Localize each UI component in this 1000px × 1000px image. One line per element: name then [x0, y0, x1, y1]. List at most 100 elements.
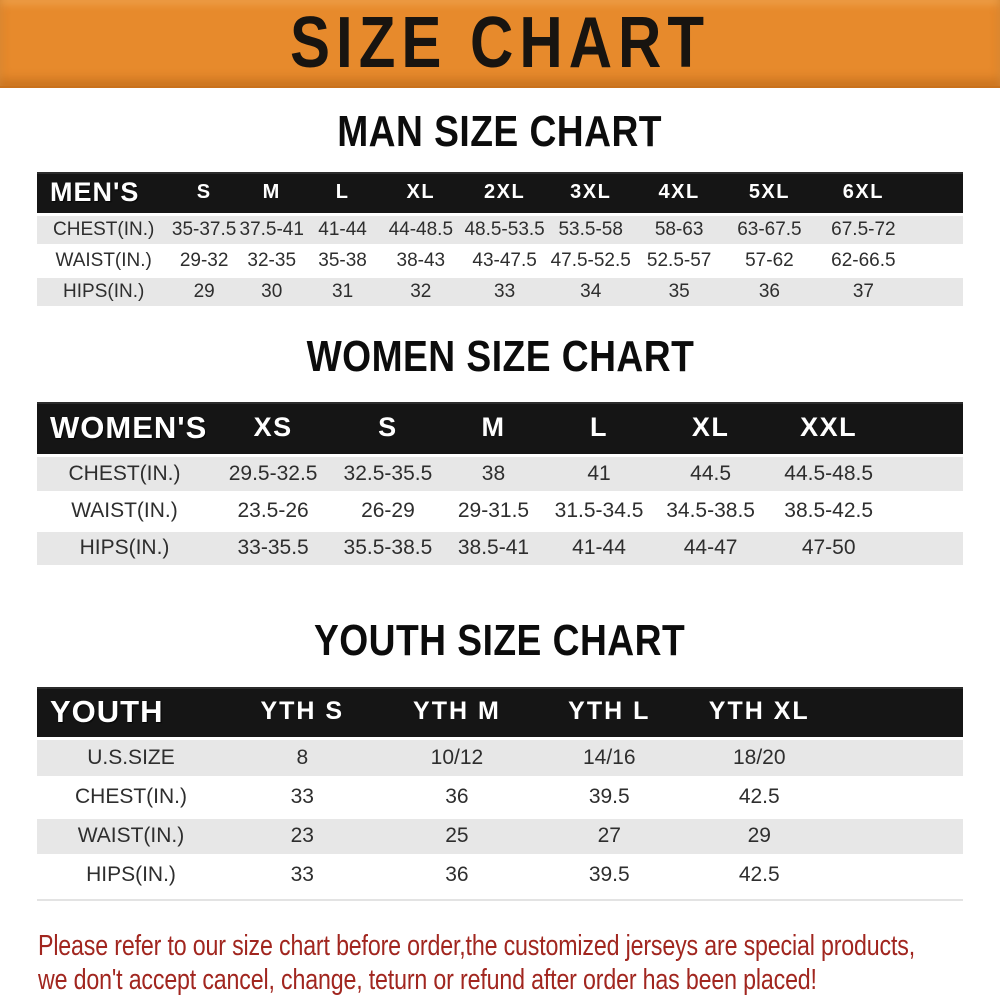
- women-cell: 33-35.5: [212, 529, 335, 569]
- youth-cell: 33: [224, 855, 380, 897]
- youth-row-label: CHEST(IN.): [37, 777, 225, 819]
- youth-header-spacer: [834, 686, 963, 740]
- men-cell: 35-37.5: [170, 214, 238, 247]
- men-row-label: HIPS(IN.): [37, 276, 171, 309]
- men-cell: 35: [634, 276, 725, 309]
- youth-table-row: HIPS(IN.) 33 36 39.5 42.5: [37, 855, 963, 897]
- men-cell: 29: [170, 276, 238, 309]
- men-cell: 32: [379, 276, 463, 309]
- men-row-label: WAIST(IN.): [37, 245, 171, 278]
- youth-size-column: YTH L: [534, 686, 685, 740]
- youth-table-row: WAIST(IN.) 23 25 27 29: [37, 816, 963, 858]
- youth-size-table: YOUTH YTH S YTH M YTH L YTH XL U.S.SIZE 8 10/1…: [37, 686, 963, 897]
- youth-row-label: WAIST(IN.): [37, 816, 225, 858]
- men-cell: 38-43: [379, 245, 463, 278]
- women-cell: 35.5-38.5: [334, 529, 442, 569]
- men-row-label: CHEST(IN.): [37, 214, 171, 247]
- men-cell: 62-66.5: [814, 245, 912, 278]
- youth-header-row: YOUTH YTH S YTH M YTH L YTH XL: [37, 686, 963, 740]
- men-size-column: M: [237, 172, 306, 216]
- men-cell: 37: [814, 276, 912, 309]
- men-header-spacer: [912, 172, 963, 216]
- men-size-column: 4XL: [634, 172, 725, 216]
- youth-table-row: CHEST(IN.) 33 36 39.5 42.5: [37, 777, 963, 819]
- women-section-title-text: WOMEN SIZE CHART: [306, 332, 694, 381]
- women-cell: 29-31.5: [441, 492, 546, 532]
- women-row-label: CHEST(IN.): [37, 455, 212, 495]
- men-cell: 29-32: [170, 245, 238, 278]
- youth-cell: 42.5: [684, 855, 835, 897]
- men-cell: 43-47.5: [462, 245, 548, 278]
- men-cell: 44-48.5: [379, 214, 463, 247]
- men-cell: 48.5-53.5: [462, 214, 548, 247]
- footer-line-2: we don't accept cancel, change, teturn o…: [38, 963, 817, 996]
- men-cell: 35-38: [305, 245, 380, 278]
- youth-size-column: YTH XL: [684, 686, 835, 740]
- banner-title: SIZE CHART: [290, 2, 710, 83]
- youth-cell: 27: [534, 816, 685, 858]
- women-size-column: M: [441, 401, 546, 457]
- men-table-row: WAIST(IN.) 29-32 32-35 35-38 38-43 43-47.5 47.…: [37, 245, 963, 278]
- men-row-spacer: [912, 276, 963, 309]
- youth-cell: 8: [224, 738, 380, 780]
- youth-row-label: U.S.SIZE: [37, 738, 225, 780]
- youth-row-spacer: [834, 738, 963, 780]
- women-table-body: CHEST(IN.) 29.5-32.5 32.5-35.5 38 41 44.5 44.5…: [37, 455, 963, 569]
- youth-cell: 23: [224, 816, 380, 858]
- youth-table-row: U.S.SIZE 8 10/12 14/16 18/20: [37, 738, 963, 780]
- men-cell: 63-67.5: [724, 214, 815, 247]
- women-size-section: WOMEN SIZE CHART WOMEN'S XS S M L XL XXL CHEST…: [0, 332, 1000, 569]
- men-cell: 32-35: [237, 245, 306, 278]
- men-table-row: HIPS(IN.) 29 30 31 32 33 34 35 36 37: [37, 276, 963, 309]
- men-cell: 41-44: [305, 214, 380, 247]
- men-size-column: 5XL: [724, 172, 815, 216]
- men-size-column: 3XL: [547, 172, 635, 216]
- women-cell: 29.5-32.5: [212, 455, 335, 495]
- men-cell: 52.5-57: [634, 245, 725, 278]
- youth-cell: 36: [379, 777, 535, 819]
- men-cell: 36: [724, 276, 815, 309]
- women-size-column: L: [545, 401, 653, 457]
- youth-table-body: U.S.SIZE 8 10/12 14/16 18/20 CHEST(IN.) 33 36 39…: [37, 738, 963, 897]
- youth-cell: 36: [379, 855, 535, 897]
- youth-cell: 18/20: [684, 738, 835, 780]
- women-section-title: WOMEN SIZE CHART: [0, 332, 1000, 381]
- youth-cell: 10/12: [379, 738, 535, 780]
- women-cell: 38: [441, 455, 546, 495]
- women-cell: 41-44: [545, 529, 653, 569]
- women-table-row: WAIST(IN.) 23.5-26 26-29 29-31.5 31.5-34.5 34…: [37, 492, 963, 532]
- men-section-title-text: MAN SIZE CHART: [337, 108, 663, 156]
- women-size-table: WOMEN'S XS S M L XL XXL CHEST(IN.) 29.5-32.5 32.…: [37, 401, 963, 569]
- youth-cell: 42.5: [684, 777, 835, 819]
- youth-cell: 39.5: [534, 777, 685, 819]
- youth-cell: 39.5: [534, 855, 685, 897]
- men-size-column: S: [170, 172, 238, 216]
- men-cell: 57-62: [724, 245, 815, 278]
- women-cell: 31.5-34.5: [545, 492, 653, 532]
- size-chart-banner: SIZE CHART: [0, 0, 1000, 88]
- women-header-spacer: [888, 401, 963, 457]
- men-table-body: CHEST(IN.) 35-37.5 37.5-41 41-44 44-48.5 48.5…: [37, 214, 963, 309]
- men-row-spacer: [912, 245, 963, 278]
- men-size-column: L: [305, 172, 380, 216]
- youth-row-spacer: [834, 777, 963, 819]
- women-header-row: WOMEN'S XS S M L XL XXL: [37, 401, 963, 457]
- men-cell: 58-63: [634, 214, 725, 247]
- youth-row-spacer: [834, 855, 963, 897]
- women-cell: 44-47: [652, 529, 769, 569]
- women-row-label: HIPS(IN.): [37, 529, 212, 569]
- youth-cell: 25: [379, 816, 535, 858]
- men-row-spacer: [912, 214, 963, 247]
- women-size-column: XS: [212, 401, 335, 457]
- men-cell: 31: [305, 276, 380, 309]
- men-table-row: CHEST(IN.) 35-37.5 37.5-41 41-44 44-48.5 48.5…: [37, 214, 963, 247]
- youth-section-title: YOUTH SIZE CHART: [0, 616, 1000, 665]
- youth-row-label: HIPS(IN.): [37, 855, 225, 897]
- youth-size-section: YOUTH SIZE CHART YOUTH YTH S YTH M YTH L YTH…: [0, 616, 1000, 901]
- men-header-row: MEN'S S M L XL 2XL 3XL 4XL 5XL 6XL: [37, 172, 963, 216]
- men-size-table: MEN'S S M L XL 2XL 3XL 4XL 5XL 6XL CHEST(IN.) 35-3…: [37, 172, 963, 309]
- women-cell: 47-50: [768, 529, 889, 569]
- women-row-spacer: [888, 492, 963, 532]
- women-size-column: XXL: [768, 401, 889, 457]
- youth-section-title-text: YOUTH SIZE CHART: [314, 616, 686, 665]
